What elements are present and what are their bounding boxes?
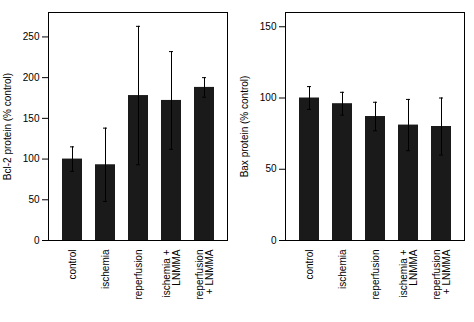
svg-text:reperfusion+ LNMMA: reperfusion+ LNMMA (431, 249, 452, 299)
svg-text:reperfusion: reperfusion (133, 250, 144, 300)
svg-text:ischemia: ischemia (337, 249, 348, 289)
svg-text:100: 100 (260, 92, 277, 103)
svg-text:250: 250 (23, 31, 40, 42)
svg-text:0: 0 (271, 235, 277, 246)
svg-text:50: 50 (28, 194, 40, 205)
svg-text:150: 150 (23, 113, 40, 124)
svg-text:reperfusion+ LNMMA: reperfusion+ LNMMA (194, 249, 215, 299)
svg-text:Bax protein (% control): Bax protein (% control) (239, 76, 250, 178)
svg-text:0: 0 (34, 235, 40, 246)
svg-text:200: 200 (23, 72, 40, 83)
svg-text:ischemia +LNMMA: ischemia +LNMMA (161, 249, 182, 297)
svg-text:ischemia: ischemia (100, 249, 111, 289)
svg-text:50: 50 (265, 163, 277, 174)
svg-text:ischemia +LNMMA: ischemia +LNMMA (398, 249, 419, 297)
svg-text:control: control (304, 250, 315, 280)
svg-text:control: control (67, 250, 78, 280)
svg-text:Bcl-2 protein (% control): Bcl-2 protein (% control) (2, 73, 13, 180)
svg-text:150: 150 (260, 21, 277, 32)
svg-text:reperfusion: reperfusion (370, 250, 381, 300)
svg-text:100: 100 (23, 153, 40, 164)
